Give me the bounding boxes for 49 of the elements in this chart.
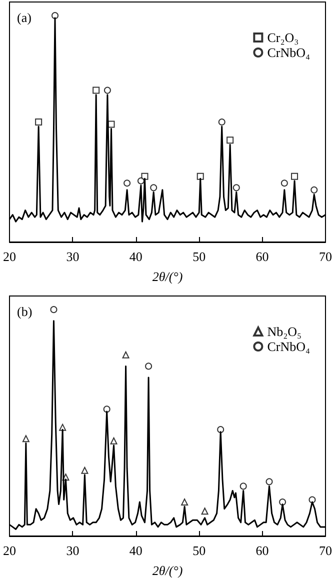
- x-tick-label: 20: [3, 543, 16, 558]
- point: [218, 118, 226, 126]
- point: [232, 184, 240, 192]
- point: [145, 362, 152, 370]
- point: [137, 177, 144, 184]
- point: [181, 498, 188, 506]
- x-tick-label: 50: [192, 543, 206, 558]
- point: [280, 180, 288, 187]
- legend-label: CrNbO₄: [267, 45, 310, 60]
- point: [35, 118, 42, 126]
- x-tick-label: 70: [319, 543, 332, 558]
- x-tick-label: 40: [129, 543, 142, 558]
- x-tick-label: 70: [319, 249, 332, 264]
- point: [217, 426, 224, 434]
- x-tick-label: 30: [66, 249, 80, 264]
- x-tick-label: 60: [256, 249, 269, 264]
- point: [279, 498, 286, 506]
- x-tick-label: 30: [66, 543, 80, 558]
- point: [81, 466, 88, 474]
- point: [104, 86, 111, 94]
- chart-title: (b): [17, 304, 32, 319]
- x-tick-label: 20: [3, 249, 16, 264]
- point: [266, 478, 273, 486]
- x-axis-title: 2θ/(°): [152, 269, 183, 284]
- point: [124, 180, 131, 187]
- x-tick-label: 60: [256, 543, 269, 558]
- point: [291, 172, 298, 180]
- legend-label: Nb₂O₅: [267, 324, 302, 339]
- point: [150, 184, 158, 192]
- point: [103, 406, 110, 413]
- point: [240, 482, 247, 490]
- point: [310, 186, 318, 194]
- x-axis-title: 2θ/(°): [152, 563, 183, 578]
- point: [22, 435, 30, 442]
- legend-label: Cr₂O₃: [267, 30, 299, 45]
- x-tick-label: 40: [129, 249, 142, 264]
- point: [226, 136, 234, 144]
- point: [92, 86, 100, 94]
- x-tick-label: 50: [192, 249, 206, 264]
- legend-label: CrNbO₄: [267, 339, 310, 354]
- point: [108, 120, 115, 128]
- point: [196, 172, 204, 180]
- point: [50, 306, 58, 314]
- point: [308, 496, 316, 504]
- point: [52, 12, 59, 20]
- point: [201, 508, 208, 515]
- point: [122, 351, 130, 358]
- point: [110, 437, 118, 444]
- chart-title: (a): [17, 10, 32, 25]
